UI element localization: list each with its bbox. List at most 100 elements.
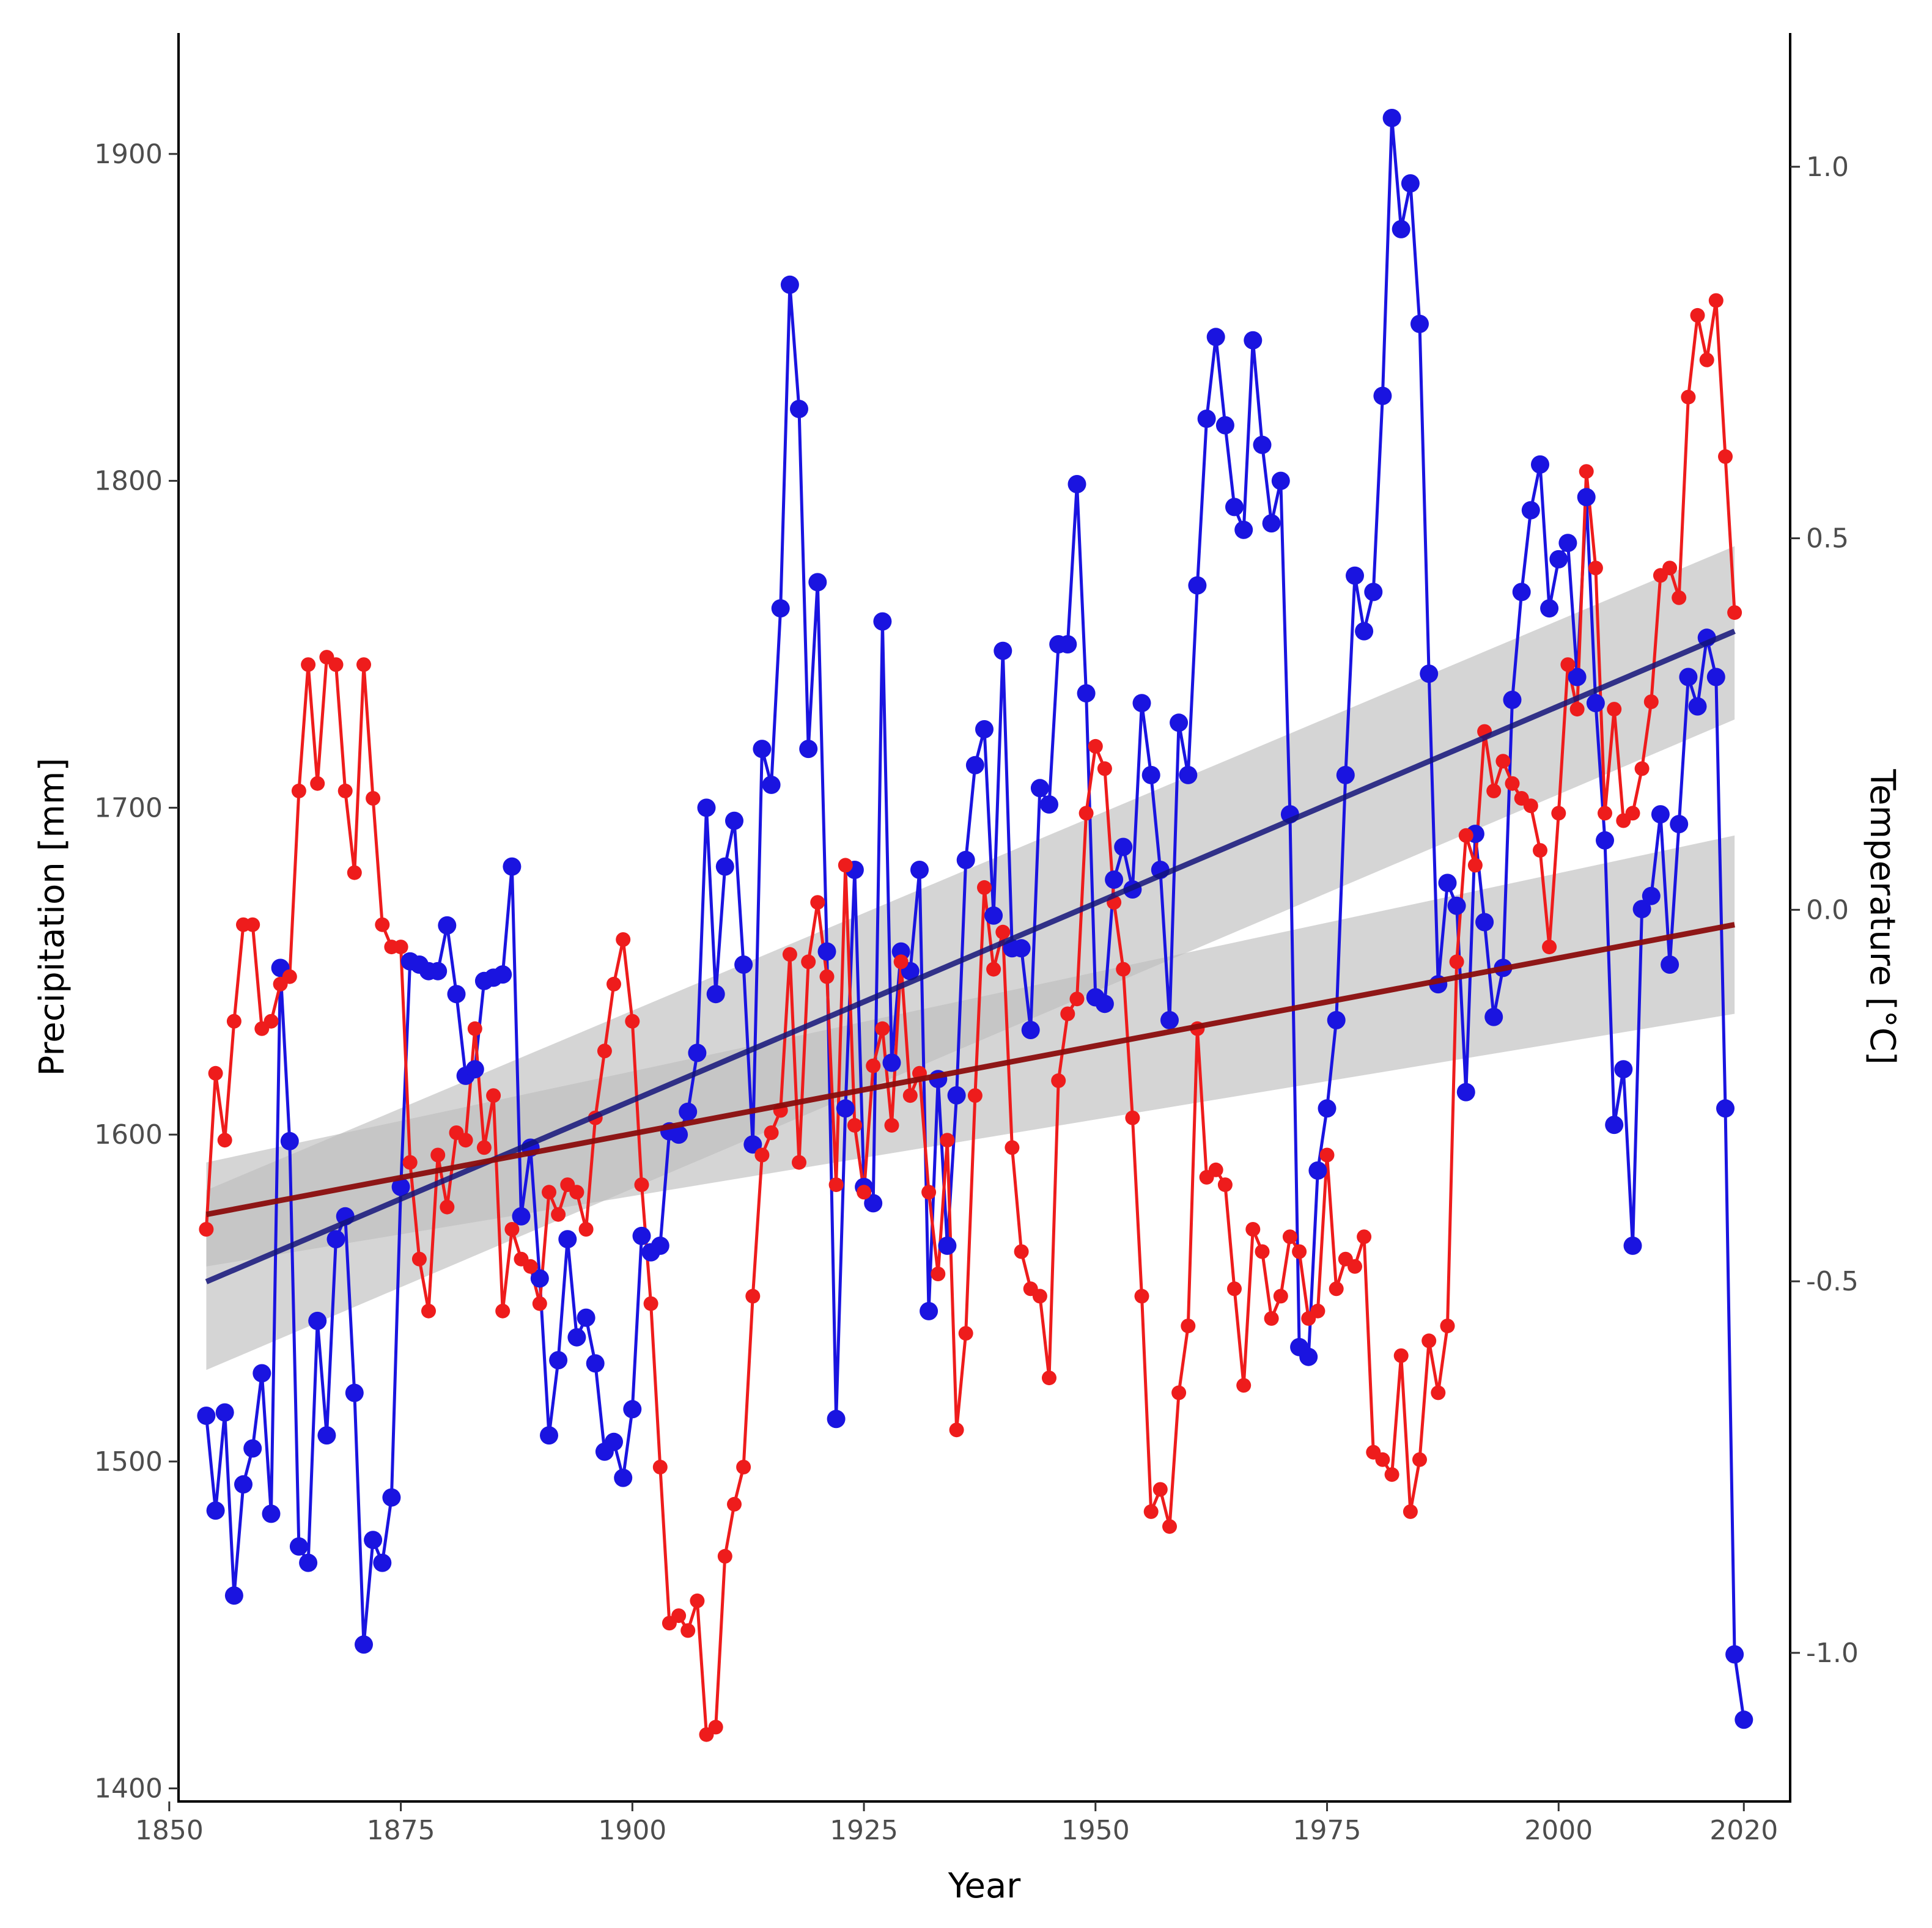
precipitation-point-1880: [438, 916, 457, 935]
temperature-point-1890: [532, 1296, 547, 1311]
left-y-tick-label: 1900: [94, 139, 163, 170]
precipitation-point-1926: [864, 1194, 883, 1213]
temperature-point-1920: [810, 895, 825, 910]
x-tick-label: 1850: [135, 1815, 204, 1846]
precipitation-point-2000: [1549, 550, 1568, 568]
temperature-point-1994: [1495, 754, 1511, 769]
precipitation-point-2005: [1596, 831, 1614, 850]
temperature-point-1990: [1458, 828, 1473, 843]
precipitation-point-1992: [1475, 913, 1494, 932]
precipitation-point-1915: [762, 775, 781, 794]
temperature-point-1939: [986, 962, 1001, 977]
x-tick-label: 1975: [1293, 1815, 1362, 1846]
precipitation-point-1990: [1456, 1083, 1475, 1102]
precipitation-point-1993: [1484, 1007, 1503, 1026]
temperature-point-1880: [440, 1199, 455, 1215]
temperature-point-2006: [1607, 702, 1622, 717]
precipitation-point-1905: [669, 1125, 688, 1144]
precipitation-point-1874: [382, 1488, 401, 1507]
precipitation-point-1891: [540, 1426, 558, 1445]
precipitation-point-1932: [920, 1301, 938, 1320]
series-points: [197, 109, 1753, 1742]
temperature-point-1895: [578, 1222, 594, 1237]
precipitation-point-1887: [503, 857, 522, 876]
precipitation-point-1898: [605, 1432, 623, 1451]
temperature-point-1942: [1014, 1244, 1029, 1259]
temperature-point-2004: [1588, 561, 1603, 576]
precipitation-point-1901: [632, 1226, 651, 1245]
precipitation-point-1952: [1105, 870, 1124, 889]
temperature-point-1863: [282, 969, 297, 984]
temperature-point-1971: [1282, 1229, 1297, 1245]
precipitation-point-1910: [715, 857, 734, 876]
precipitation-point-1980: [1364, 583, 1383, 602]
precipitation-point-1903: [651, 1236, 669, 1255]
precipitation-point-1974: [1308, 1161, 1327, 1180]
precipitation-point-1928: [882, 1053, 901, 1072]
temperature-point-1984: [1403, 1504, 1418, 1519]
precipitation-point-1938: [975, 720, 994, 738]
temperature-point-1953: [1116, 962, 1131, 977]
temperature-point-1941: [1005, 1140, 1020, 1155]
right-axis-title: Temperature [°C]: [1862, 768, 1902, 1064]
precipitation-point-1986: [1420, 664, 1439, 683]
precipitation-point-1978: [1346, 566, 1364, 585]
precipitation-point-1914: [753, 740, 772, 759]
precipitation-point-1908: [697, 798, 716, 817]
temperature-point-1878: [421, 1303, 436, 1319]
precipitation-point-1982: [1382, 109, 1401, 127]
precipitation-point-1983: [1392, 219, 1410, 238]
precipitation-point-1999: [1540, 599, 1559, 618]
temperature-point-1903: [652, 1460, 668, 1474]
precipitation-point-2010: [1642, 886, 1661, 905]
precipitation-point-1895: [577, 1308, 595, 1327]
temperature-point-1877: [411, 1251, 427, 1267]
temperature-point-1954: [1125, 1110, 1140, 1125]
temperature-point-1910: [717, 1548, 732, 1564]
precipitation-point-1911: [725, 811, 743, 830]
temperature-point-1919: [801, 954, 816, 970]
temperature-point-1915: [764, 1125, 779, 1140]
precipitation-point-1988: [1438, 874, 1457, 892]
temperature-point-1975: [1319, 1147, 1335, 1163]
precipitation-point-1942: [1012, 939, 1031, 958]
temperature-point-1989: [1449, 954, 1464, 970]
precipitation-point-1961: [1188, 576, 1207, 595]
temperature-point-1875: [393, 940, 408, 955]
precipitation-point-1864: [289, 1537, 308, 1556]
temperature-point-1988: [1440, 1319, 1455, 1334]
precipitation-point-2014: [1679, 668, 1698, 686]
precipitation-point-1858: [234, 1475, 253, 1494]
precipitation-point-1995: [1503, 690, 1522, 709]
temperature-point-1944: [1032, 1289, 1047, 1304]
precipitation-point-2011: [1651, 805, 1670, 824]
temperature-point-1966: [1236, 1378, 1252, 1393]
precipitation-point-1947: [1058, 635, 1077, 653]
temperature-point-1987: [1431, 1385, 1446, 1400]
temperature-point-1976: [1329, 1281, 1344, 1297]
temperature-point-1906: [680, 1623, 696, 1638]
left-y-tick-label: 1700: [94, 792, 163, 823]
precipitation-point-1900: [623, 1400, 642, 1419]
precipitation-point-1854: [197, 1407, 216, 1425]
temperature-point-1918: [792, 1155, 806, 1170]
temperature-point-1873: [375, 917, 390, 932]
temperature-point-1935: [949, 1422, 964, 1438]
precipitation-point-2013: [1670, 815, 1689, 834]
precipitation-point-2003: [1577, 488, 1596, 507]
precipitation-point-2020: [1735, 1710, 1753, 1729]
temperature-point-1885: [486, 1088, 501, 1103]
temperature-point-1981: [1375, 1452, 1390, 1467]
temperature-point-1949: [1078, 806, 1094, 821]
temperature-point-1927: [875, 1021, 890, 1036]
precipitation-point-1936: [956, 850, 975, 869]
precipitation-point-1985: [1410, 314, 1429, 333]
temperature-point-1926: [866, 1058, 881, 1073]
precipitation-point-1859: [243, 1439, 262, 1458]
temperature-point-1925: [857, 1185, 872, 1200]
temperature-point-2013: [1672, 590, 1687, 605]
precipitation-point-1970: [1271, 471, 1290, 490]
temperature-point-1894: [569, 1185, 584, 1200]
temperature-point-1995: [1505, 776, 1520, 791]
precipitation-point-1921: [817, 942, 836, 961]
